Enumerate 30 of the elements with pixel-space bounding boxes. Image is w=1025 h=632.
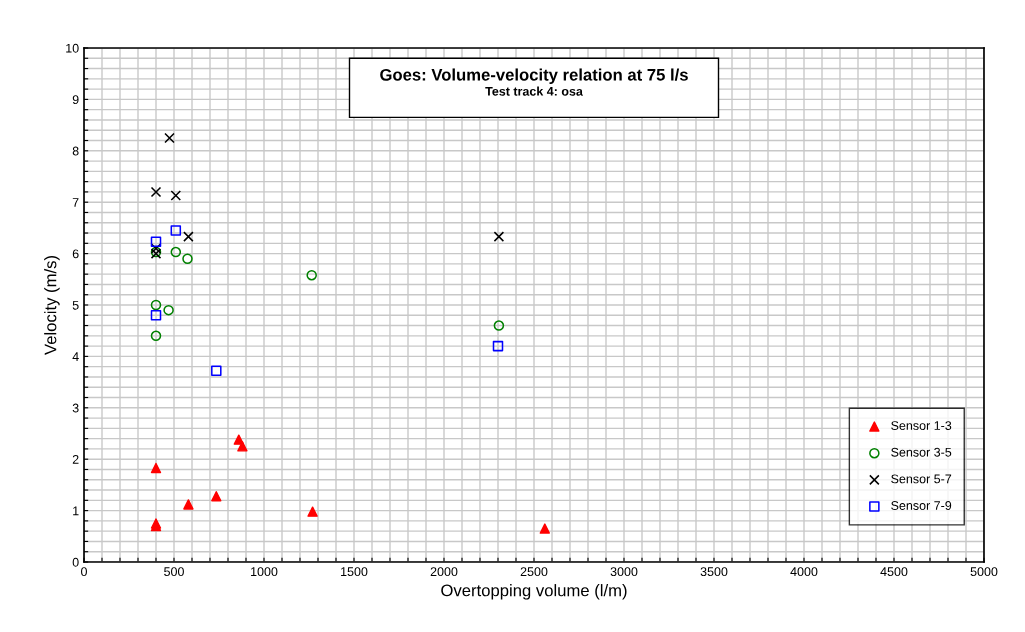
y-tick-label: 2: [72, 455, 79, 464]
x-axis-title: Overtopping volume (l/m): [441, 584, 627, 600]
text: Test track 4: osa: [485, 86, 583, 96]
x-tick-label: 1000: [251, 567, 278, 577]
y-tick-label: 10: [66, 43, 79, 53]
text: Goes: Volume-velocity relation at 75 l/s: [380, 68, 688, 84]
x-tick-label: 3000: [610, 567, 638, 577]
y-tick-label: 1: [73, 506, 79, 516]
x-tick-label: 4500: [880, 567, 908, 577]
x-tick-label: 2500: [520, 567, 548, 577]
legend-label: Sensor 7-9: [891, 501, 952, 510]
x-tick-label: 3500: [700, 567, 728, 577]
legend-label: Sensor 1-3: [891, 421, 952, 430]
x-tick-label: 5000: [970, 567, 998, 577]
y-tick-label: 9: [72, 95, 79, 105]
x-tick-label: 1500: [341, 567, 368, 577]
y-tick-label: 7: [72, 198, 79, 207]
legend-label: Sensor 5-7: [891, 474, 952, 484]
legend-label: Sensor 3-5: [891, 447, 952, 457]
x-tick-label: 0: [81, 567, 87, 577]
x-tick-label: 500: [164, 567, 184, 577]
y-tick-label: 6: [72, 249, 79, 259]
y-tick-label: 0: [72, 557, 79, 567]
y-tick-label: 5: [72, 300, 79, 310]
y-tick-label: 4: [72, 352, 79, 361]
y-tick-label: 8: [72, 146, 79, 156]
y-axis-title: Velocity (m/s): [44, 256, 60, 355]
y-tick-label: 3: [72, 403, 79, 413]
x-tick-label: 4000: [790, 567, 818, 577]
x-tick-label: 2000: [430, 567, 458, 577]
